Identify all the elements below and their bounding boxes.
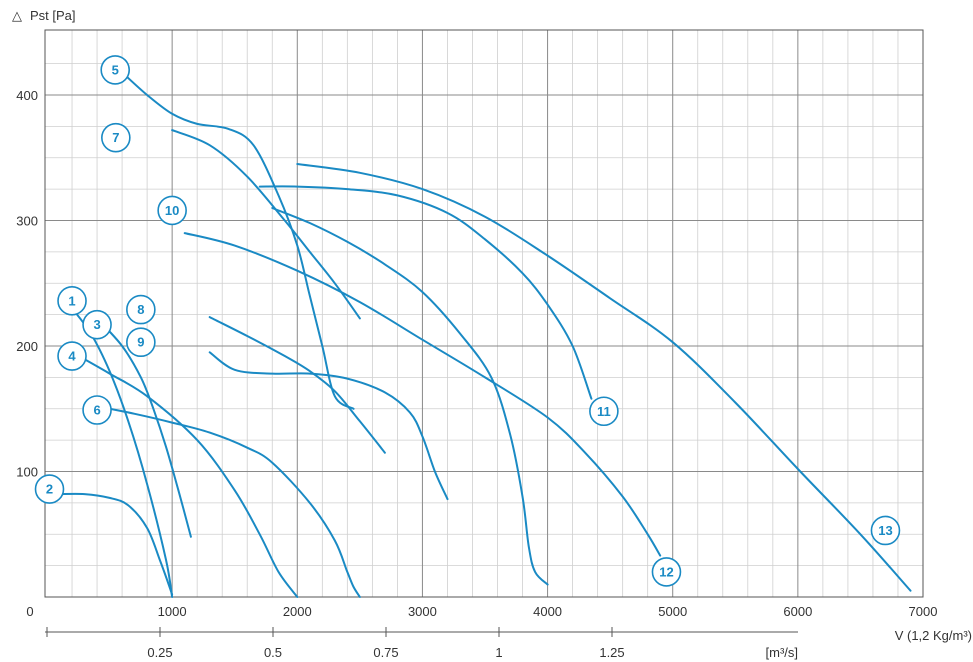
curve-label-circle bbox=[126, 294, 156, 325]
curve-label-12: 12 bbox=[651, 557, 682, 587]
secondary-x-tick-label: 0.75 bbox=[373, 645, 398, 660]
curve-3 bbox=[96, 317, 192, 538]
curve-label-text: 11 bbox=[597, 404, 611, 419]
secondary-x-tick-label: 0.25 bbox=[147, 645, 172, 660]
curve-label-7: 7 bbox=[101, 122, 131, 153]
curve-2 bbox=[58, 492, 174, 596]
y-tick-label: 300 bbox=[16, 214, 38, 229]
curve-label-circle bbox=[57, 341, 87, 371]
curve-13 bbox=[296, 163, 912, 592]
secondary-x-axis: 0.25 0.5 0.75 1 1.25 bbox=[45, 627, 798, 660]
curve-label-circle bbox=[57, 286, 87, 316]
secondary-x-tick-label: 0.5 bbox=[264, 645, 282, 660]
curve-label-10: 10 bbox=[157, 195, 187, 226]
curve-label-text: 1 bbox=[68, 293, 75, 308]
curve-label-1: 1 bbox=[57, 286, 87, 316]
curve-10 bbox=[271, 207, 549, 586]
curve-label-text: 7 bbox=[112, 130, 119, 145]
x-tick-labels: 0 1000 2000 3000 4000 5000 6000 7000 bbox=[26, 604, 937, 619]
secondary-x-tick-label: 1.25 bbox=[599, 645, 624, 660]
y-tick-labels: 100 200 300 400 bbox=[16, 88, 38, 480]
curve-5 bbox=[121, 71, 355, 410]
curve-label-2: 2 bbox=[34, 474, 65, 504]
secondary-x-tick-label: 1 bbox=[495, 645, 502, 660]
curve-label-circle bbox=[34, 474, 65, 504]
curve-label-circle bbox=[589, 396, 619, 427]
x-tick-label: 4000 bbox=[533, 604, 562, 619]
curve-label-11: 11 bbox=[589, 396, 619, 427]
curve-label-13: 13 bbox=[870, 515, 901, 546]
curve-label-circle bbox=[101, 122, 131, 153]
x-tick-label: 2000 bbox=[283, 604, 312, 619]
y-tick-label: 400 bbox=[16, 88, 38, 103]
curve-label-text: 4 bbox=[68, 349, 76, 364]
x-tick-label: 7000 bbox=[909, 604, 938, 619]
curve-8 bbox=[208, 316, 386, 454]
curve-label-6: 6 bbox=[82, 395, 112, 425]
fan-curves bbox=[58, 71, 912, 598]
plot-frame bbox=[44, 29, 924, 598]
curve-label-9: 9 bbox=[126, 327, 156, 358]
curve-label-3: 3 bbox=[82, 309, 112, 340]
x-axis-label: V (1,2 Kg/m³) bbox=[895, 628, 972, 643]
curve-label-text: 5 bbox=[112, 62, 119, 77]
curve-label-text: 10 bbox=[165, 203, 179, 218]
curve-7 bbox=[171, 129, 361, 320]
curve-4 bbox=[71, 351, 299, 598]
curve-label-text: 6 bbox=[93, 403, 100, 418]
curve-label-circle bbox=[870, 515, 901, 546]
curve-label-text: 3 bbox=[93, 317, 100, 332]
curve-12 bbox=[183, 232, 662, 557]
curve-9 bbox=[208, 351, 449, 501]
x-tick-label: 0 bbox=[26, 604, 33, 619]
curve-label-text: 8 bbox=[137, 302, 144, 317]
curve-label-8: 8 bbox=[126, 294, 156, 325]
curve-11 bbox=[258, 185, 593, 400]
y-tick-label: 200 bbox=[16, 339, 38, 354]
major-grid bbox=[45, 30, 923, 597]
curve-label-text: 9 bbox=[137, 335, 144, 350]
curve-label-circle bbox=[157, 195, 187, 226]
curve-label-text: 2 bbox=[46, 482, 53, 497]
curve-label-4: 4 bbox=[57, 341, 87, 371]
curve-label-circle bbox=[82, 309, 112, 340]
curve-label-5: 5 bbox=[100, 55, 131, 85]
curve-6 bbox=[96, 405, 361, 598]
curve-label-text: 13 bbox=[878, 523, 892, 538]
curve-label-circle bbox=[126, 327, 156, 358]
y-axis-label: Pst [Pa] bbox=[30, 8, 76, 23]
curve-label-circle bbox=[651, 557, 682, 587]
x-tick-label: 1000 bbox=[158, 604, 187, 619]
curve-label-circle bbox=[100, 55, 131, 85]
x-tick-label: 5000 bbox=[658, 604, 687, 619]
curve-label-circle bbox=[82, 395, 112, 425]
y-tick-label: 100 bbox=[16, 465, 38, 480]
y-axis-label-symbol: △ bbox=[12, 8, 22, 23]
curve-label-text: 12 bbox=[659, 564, 673, 579]
x-tick-label: 3000 bbox=[408, 604, 437, 619]
minor-grid bbox=[45, 30, 923, 597]
x-tick-label: 6000 bbox=[783, 604, 812, 619]
secondary-x-axis-unit: [m³/s] bbox=[766, 645, 799, 660]
